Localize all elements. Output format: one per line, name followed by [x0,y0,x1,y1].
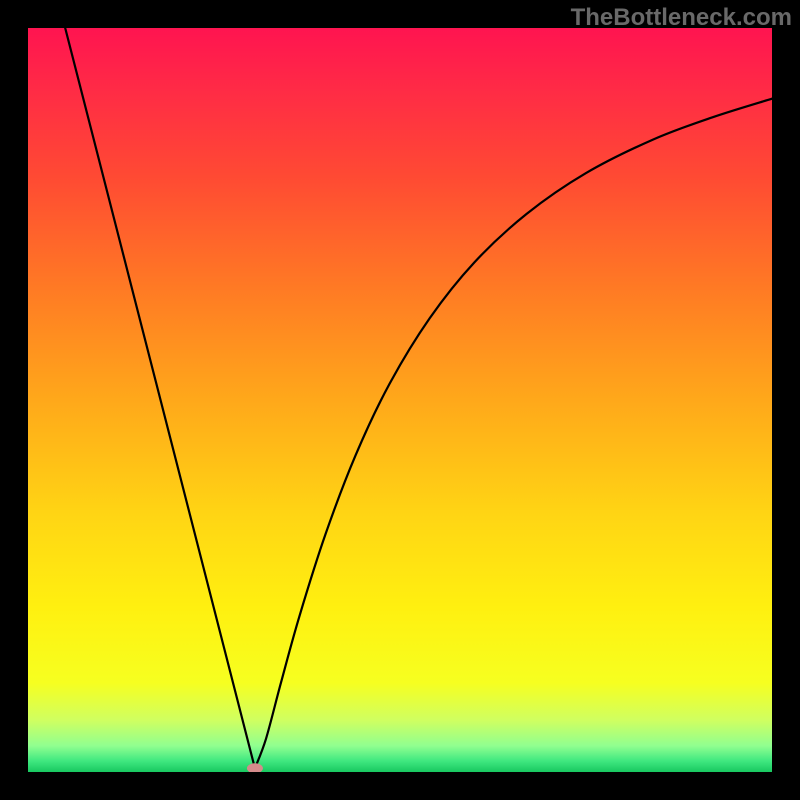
chart-container: TheBottleneck.com [0,0,800,800]
bottleneck-curve [65,28,772,768]
curve-svg [28,28,772,772]
minimum-marker [247,763,263,772]
plot-area [28,28,772,772]
watermark-text: TheBottleneck.com [571,4,792,32]
